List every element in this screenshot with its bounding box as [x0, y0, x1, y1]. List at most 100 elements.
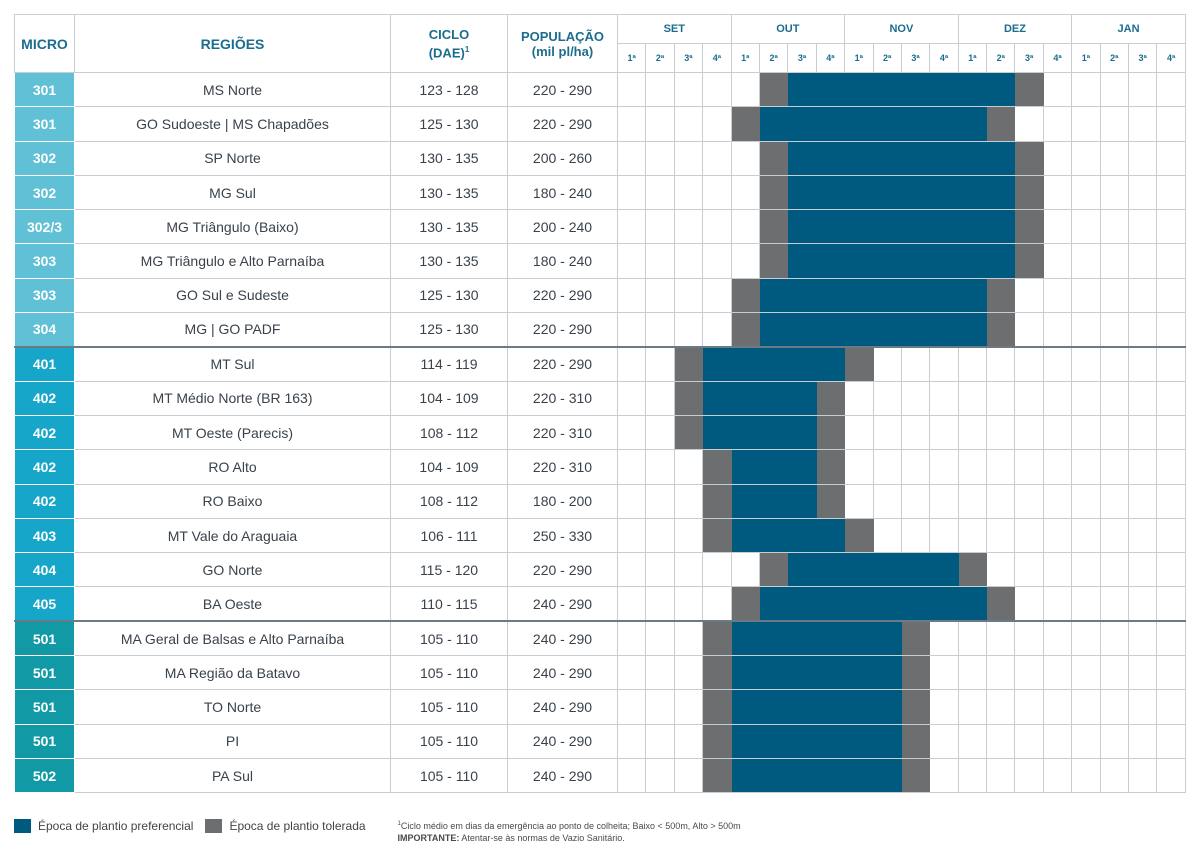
- legend-tolerada-swatch: [205, 819, 223, 833]
- regiao-cell: PI: [74, 723, 391, 759]
- week-cell-preferencial: [787, 140, 817, 176]
- week-cell-tolerada: [815, 414, 846, 451]
- week-cell-preferencial: [900, 140, 931, 176]
- week-cell-empty: [1014, 757, 1044, 794]
- micro-cell: 303: [14, 277, 75, 314]
- populacao-header-line1: POPULAÇÃO: [520, 28, 605, 44]
- regiao-cell: MA Região da Batavo: [74, 655, 391, 691]
- table-row: 402 MT Médio Norte (BR 163) 104 - 109 220 -…: [14, 380, 1186, 416]
- month-header-set: SET: [617, 14, 732, 44]
- week-cell-empty: [844, 380, 874, 416]
- week-cell-empty: [986, 345, 1016, 382]
- ciclo-footnote-mark: 1: [464, 44, 470, 54]
- week-header: 2ª: [872, 43, 902, 73]
- week-cell-empty: [673, 689, 704, 725]
- week-cell-empty: [1071, 517, 1101, 554]
- week-cell-empty: [1071, 380, 1101, 416]
- week-cell-preferencial: [758, 723, 789, 759]
- week-cell-empty: [900, 517, 931, 554]
- week-cell-preferencial: [787, 414, 817, 451]
- week-cell-tolerada: [1014, 71, 1044, 108]
- populacao-cell: 220 - 290: [507, 345, 618, 382]
- week-cell-preferencial: [815, 586, 846, 622]
- week-cell-empty: [872, 517, 902, 554]
- week-cell-empty: [1156, 312, 1186, 348]
- ciclo-cell: 114 - 119: [390, 345, 508, 382]
- week-cell-tolerada: [986, 586, 1016, 622]
- week-cell-empty: [616, 483, 647, 519]
- week-cell-empty: [1128, 689, 1158, 725]
- week-cell-empty: [645, 620, 675, 657]
- table-row: 402 RO Alto 104 - 109 220 - 310: [14, 449, 1186, 485]
- populacao-cell: 200 - 240: [507, 209, 618, 245]
- ciclo-cell: 108 - 112: [390, 483, 508, 519]
- week-cell-empty: [1156, 140, 1186, 176]
- week-cell-empty: [673, 312, 704, 348]
- week-header: 2ª: [758, 43, 789, 73]
- week-header: 1ª: [957, 43, 988, 73]
- week-cell-preferencial: [986, 243, 1016, 279]
- week-cell-preferencial: [986, 209, 1016, 245]
- week-cell-empty: [1042, 620, 1073, 657]
- week-cell-preferencial: [787, 517, 817, 554]
- week-cell-empty: [900, 483, 931, 519]
- populacao-header-line2: (mil pl/ha): [531, 43, 594, 59]
- week-cell-empty: [1156, 723, 1186, 759]
- week-cell-preferencial: [957, 140, 988, 176]
- week-cell-preferencial: [815, 345, 846, 382]
- week-cell-preferencial: [815, 620, 846, 657]
- populacao-cell: 220 - 310: [507, 380, 618, 416]
- week-header: 4ª: [1042, 43, 1073, 73]
- week-cell-empty: [1014, 414, 1044, 451]
- week-cell-empty: [929, 517, 959, 554]
- week-cell-empty: [1042, 414, 1073, 451]
- week-cell-empty: [1099, 620, 1130, 657]
- week-cell-tolerada: [758, 209, 789, 245]
- week-cell-empty: [957, 723, 988, 759]
- populacao-cell: 220 - 290: [507, 552, 618, 588]
- micro-cell: 402: [14, 380, 75, 416]
- week-cell-empty: [929, 757, 959, 794]
- week-cell-preferencial: [787, 71, 817, 108]
- micro-cell: 501: [14, 689, 75, 725]
- week-cell-empty: [1071, 414, 1101, 451]
- week-cell-preferencial: [872, 312, 902, 348]
- week-cell-preferencial: [815, 312, 846, 348]
- week-cell-empty: [929, 689, 959, 725]
- week-cell-empty: [1156, 620, 1186, 657]
- week-cell-preferencial: [929, 277, 959, 314]
- week-cell-preferencial: [787, 757, 817, 794]
- week-cell-empty: [1071, 140, 1101, 176]
- week-cell-preferencial: [872, 277, 902, 314]
- week-cell-tolerada: [673, 414, 704, 451]
- week-cell-empty: [957, 414, 988, 451]
- week-cell-empty: [1042, 312, 1073, 348]
- week-cell-preferencial: [758, 380, 789, 416]
- week-cell-preferencial: [844, 277, 874, 314]
- legend-tolerada: Época de plantio tolerada: [205, 819, 366, 833]
- week-cell-tolerada: [758, 140, 789, 176]
- week-header: 4ª: [702, 43, 732, 73]
- week-cell-empty: [986, 483, 1016, 519]
- week-cell-empty: [673, 277, 704, 314]
- week-cell-empty: [1128, 517, 1158, 554]
- week-cell-preferencial: [872, 655, 902, 691]
- week-cell-empty: [616, 620, 647, 657]
- week-cell-preferencial: [872, 552, 902, 588]
- week-cell-empty: [986, 449, 1016, 485]
- week-cell-preferencial: [787, 243, 817, 279]
- week-cell-empty: [673, 209, 704, 245]
- week-cell-preferencial: [730, 689, 760, 725]
- week-cell-empty: [673, 449, 704, 485]
- week-cell-preferencial: [844, 552, 874, 588]
- week-cell-empty: [1099, 689, 1130, 725]
- week-cell-preferencial: [758, 483, 789, 519]
- week-cell-empty: [702, 552, 732, 588]
- populacao-cell: 240 - 290: [507, 620, 618, 657]
- week-cell-tolerada: [758, 71, 789, 108]
- week-header: 1ª: [616, 43, 647, 73]
- week-cell-empty: [673, 757, 704, 794]
- populacao-header: POPULAÇÃO (mil pl/ha): [507, 14, 618, 73]
- week-cell-preferencial: [815, 552, 846, 588]
- week-cell-empty: [1042, 757, 1073, 794]
